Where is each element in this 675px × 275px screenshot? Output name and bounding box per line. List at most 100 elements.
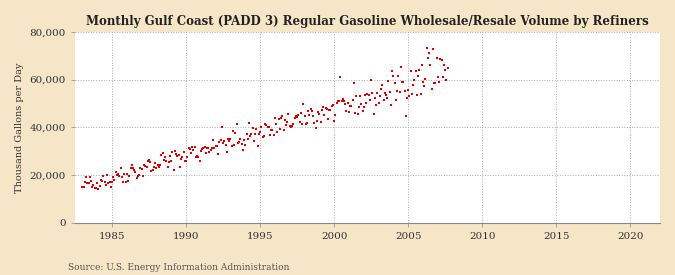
Point	[126, 163, 137, 167]
Point	[81, 175, 92, 179]
Point	[159, 158, 169, 163]
Point	[266, 128, 277, 133]
Point	[418, 80, 429, 84]
Point	[300, 122, 311, 126]
Point	[174, 164, 185, 169]
Point	[351, 94, 362, 98]
Point	[246, 131, 257, 136]
Point	[282, 120, 293, 124]
Point	[296, 111, 306, 116]
Point	[415, 92, 426, 96]
Point	[352, 112, 363, 116]
Point	[294, 119, 305, 124]
Point	[107, 180, 117, 184]
Point	[416, 62, 427, 67]
Point	[196, 148, 207, 153]
Point	[392, 88, 402, 93]
Point	[313, 109, 323, 114]
Point	[134, 173, 144, 177]
Point	[173, 153, 184, 157]
Point	[186, 150, 196, 155]
Point	[162, 165, 173, 169]
Point	[138, 174, 148, 178]
Point	[214, 139, 225, 144]
Point	[435, 57, 446, 61]
Point	[90, 185, 101, 190]
Point	[299, 114, 310, 118]
Point	[287, 124, 298, 128]
Point	[144, 158, 155, 162]
Point	[399, 89, 410, 93]
Point	[192, 154, 202, 158]
Point	[244, 121, 254, 126]
Point	[314, 112, 325, 116]
Point	[204, 150, 215, 154]
Point	[342, 101, 353, 105]
Point	[350, 111, 360, 116]
Point	[209, 146, 220, 150]
Point	[219, 139, 230, 144]
Point	[189, 145, 200, 150]
Point	[309, 121, 320, 125]
Point	[271, 122, 281, 127]
Point	[115, 165, 126, 170]
Point	[187, 145, 198, 150]
Point	[130, 170, 141, 174]
Point	[207, 146, 217, 150]
Point	[403, 88, 414, 92]
Point	[232, 122, 242, 126]
Point	[254, 132, 265, 137]
Point	[86, 179, 97, 184]
Point	[333, 98, 344, 103]
Point	[331, 101, 342, 105]
Title: Monthly Gulf Coast (PADD 3) Regular Gasoline Wholesale/Resale Volume by Refiners: Monthly Gulf Coast (PADD 3) Regular Gaso…	[86, 15, 649, 28]
Point	[341, 109, 352, 114]
Point	[310, 126, 321, 130]
Point	[125, 166, 136, 170]
Point	[230, 131, 241, 135]
Point	[146, 169, 157, 174]
Point	[389, 80, 400, 85]
Point	[305, 106, 316, 111]
Point	[104, 180, 115, 184]
Point	[290, 116, 300, 120]
Point	[393, 74, 404, 78]
Point	[199, 145, 210, 150]
Point	[235, 137, 246, 142]
Point	[147, 167, 158, 172]
Point	[279, 118, 290, 122]
Point	[226, 144, 237, 148]
Point	[308, 114, 319, 119]
Point	[440, 68, 451, 72]
Point	[150, 161, 161, 165]
Point	[324, 108, 335, 112]
Point	[145, 160, 156, 164]
Point	[153, 164, 164, 169]
Point	[326, 104, 337, 108]
Point	[113, 172, 124, 176]
Point	[122, 172, 132, 176]
Point	[221, 150, 232, 154]
Point	[234, 140, 244, 144]
Point	[325, 108, 336, 112]
Point	[293, 113, 304, 117]
Point	[354, 94, 365, 99]
Point	[377, 82, 387, 87]
Point	[153, 162, 163, 167]
Point	[110, 170, 121, 174]
Point	[397, 80, 408, 84]
Point	[433, 75, 443, 79]
Point	[211, 144, 221, 148]
Point	[436, 57, 447, 62]
Point	[138, 163, 149, 167]
Point	[366, 78, 377, 82]
Point	[421, 46, 432, 51]
Point	[367, 90, 378, 95]
Point	[87, 185, 98, 190]
Point	[131, 176, 142, 181]
Point	[396, 65, 406, 69]
Point	[298, 102, 308, 106]
Point	[129, 167, 140, 172]
Point	[278, 128, 289, 132]
Point	[345, 104, 356, 108]
